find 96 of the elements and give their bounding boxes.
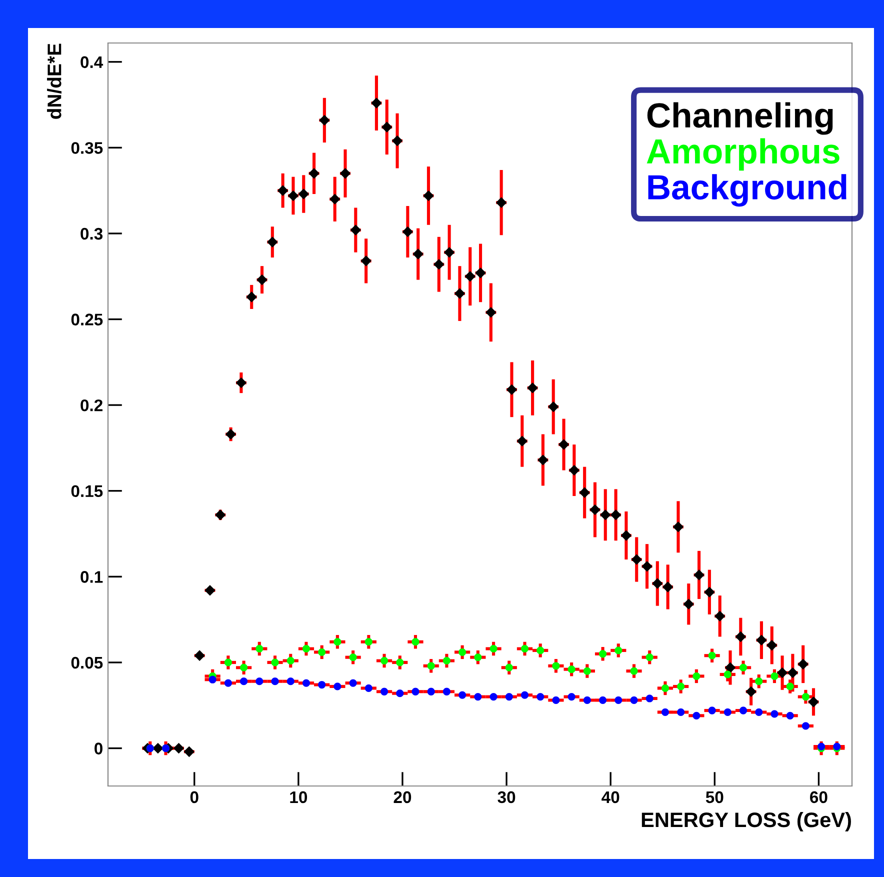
x-tick-label: 20 (394, 791, 412, 804)
point (380, 688, 388, 696)
point (458, 691, 466, 699)
point (458, 648, 466, 656)
y-tick-label: 0 (94, 742, 102, 754)
x-tick-label: 40 (602, 791, 620, 804)
point (708, 652, 716, 660)
point (520, 644, 529, 653)
point (598, 696, 607, 704)
x-axis-title: ENERGY LOSS (GeV) (642, 812, 851, 832)
point (614, 696, 622, 704)
point (442, 688, 451, 696)
y-tick-label: 0.05 (71, 656, 103, 669)
point (380, 656, 388, 665)
point (396, 690, 404, 698)
point (755, 708, 763, 716)
point (474, 692, 482, 701)
point (677, 708, 685, 716)
point (302, 644, 310, 653)
y-tick-label: 0.35 (71, 142, 103, 154)
point (770, 672, 778, 680)
point (630, 696, 638, 704)
point (474, 653, 482, 662)
y-tick-label: 0.25 (71, 314, 103, 326)
point (708, 706, 716, 714)
point (770, 710, 778, 718)
point (349, 653, 357, 662)
point (286, 656, 294, 665)
point (427, 662, 435, 670)
y-tick-label: 0.3 (80, 228, 103, 240)
text: Amorphous (646, 138, 840, 171)
x-tick-label: 50 (706, 791, 724, 804)
text: Channeling (647, 102, 833, 135)
point (583, 696, 591, 704)
point (536, 646, 544, 654)
point (661, 684, 670, 692)
point (661, 708, 670, 716)
y-axis-title: dN/dE*E (47, 44, 62, 119)
point (614, 646, 622, 654)
point (224, 658, 232, 666)
point (724, 670, 732, 678)
point (520, 691, 529, 699)
point (427, 688, 435, 696)
point (692, 672, 700, 680)
point (256, 644, 264, 653)
point (552, 696, 560, 704)
point (224, 679, 232, 687)
point (318, 648, 326, 656)
point (755, 678, 763, 686)
point (677, 682, 685, 690)
point (364, 638, 372, 646)
point (598, 650, 607, 658)
point (240, 664, 248, 672)
point (364, 684, 372, 692)
point (786, 712, 794, 720)
x-tick-label: 10 (290, 791, 308, 804)
y-tick-label: 0.2 (80, 399, 102, 412)
y-tick-label: 0.1 (80, 571, 103, 583)
point (240, 678, 248, 686)
point (318, 680, 326, 689)
point (334, 682, 342, 690)
point (786, 682, 794, 690)
point (552, 662, 560, 670)
point (505, 692, 513, 701)
point (396, 658, 404, 666)
point (442, 656, 451, 665)
point (692, 712, 700, 720)
x-tick-label: 30 (498, 791, 516, 804)
text: Background (648, 174, 846, 207)
point (505, 664, 513, 672)
point (739, 706, 748, 714)
point (412, 638, 420, 646)
y-tick-label: 0.15 (71, 485, 103, 498)
point (583, 667, 591, 675)
point (271, 658, 279, 666)
point (490, 644, 498, 653)
point (208, 676, 216, 684)
point (630, 667, 638, 675)
y-tick-label: 0.4 (80, 56, 104, 68)
point (724, 708, 732, 716)
point (646, 694, 654, 702)
point (802, 692, 810, 701)
point (568, 692, 576, 701)
point (349, 679, 357, 687)
point (302, 679, 310, 687)
point (334, 638, 342, 646)
point (802, 722, 810, 730)
x-tick-label: 60 (810, 791, 828, 804)
point (256, 678, 264, 686)
point (490, 692, 498, 701)
point (568, 665, 576, 674)
x-tick-label: 0 (190, 791, 198, 804)
point (739, 664, 748, 672)
point (536, 692, 544, 701)
point (646, 653, 654, 662)
point (286, 678, 294, 686)
